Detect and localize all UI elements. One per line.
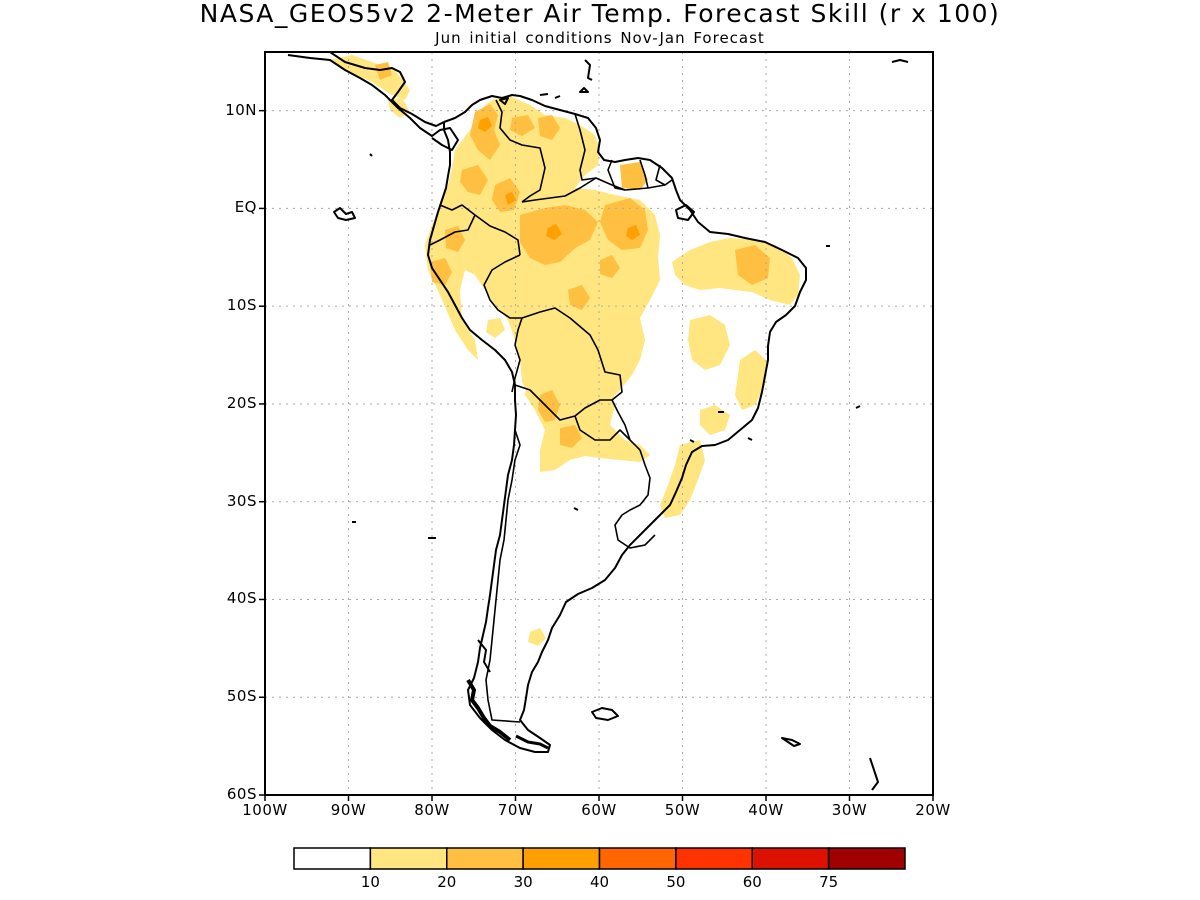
- colorbar-label: 75: [819, 873, 839, 891]
- lon-tick-label: 80W: [414, 801, 450, 819]
- colorbar-label: 30: [513, 873, 533, 891]
- colorbar-swatch: [293, 847, 372, 870]
- lon-tick-label: 100W: [242, 801, 288, 819]
- colorbar-swatch: [598, 847, 677, 870]
- lat-tick-label: 50S: [226, 687, 257, 706]
- lat-tick-label: 20S: [226, 393, 257, 412]
- lat-tick-label: 10N: [225, 100, 257, 119]
- colorbar-label: 60: [742, 873, 762, 891]
- colorbar-label: 20: [437, 873, 457, 891]
- lat-tick-label: EQ: [234, 198, 257, 217]
- lat-tick-label: 30S: [226, 491, 257, 510]
- colorbar-label: 50: [666, 873, 686, 891]
- country-borders: [429, 99, 673, 723]
- lon-tick-label: 40W: [748, 801, 784, 819]
- lat-tick-label: 40S: [226, 589, 257, 608]
- map-subtitle: Jun initial conditions Nov-Jan Forecast: [435, 29, 765, 47]
- skill-shading-30-40: [478, 117, 640, 240]
- map-title: NASA_GEOS5v2 2-Meter Air Temp. Forecast …: [199, 0, 1001, 28]
- colorbar-label: 40: [589, 873, 610, 891]
- colorbar-swatch: [675, 847, 753, 870]
- coastline: [287, 52, 909, 791]
- lat-tick-label: 10S: [226, 296, 257, 315]
- lon-tick-label: 60W: [581, 801, 617, 819]
- lon-tick-label: 20W: [915, 801, 951, 819]
- lon-tick-label: 30W: [831, 801, 868, 819]
- lon-tick-label: 70W: [497, 801, 534, 819]
- colorbar-swatch: [522, 847, 601, 870]
- colorbar-label: 10: [360, 873, 380, 891]
- lon-tick-label: 90W: [330, 801, 367, 819]
- colorbar-swatch: [369, 847, 448, 870]
- colorbar-swatch: [827, 847, 906, 870]
- axis-ticks: [259, 109, 934, 801]
- lat-tick-label: 60S: [226, 785, 257, 803]
- skill-shading-10-20: [330, 55, 800, 646]
- colorbar: [293, 847, 906, 870]
- lon-tick-label: 50W: [664, 801, 701, 819]
- colorbar-swatch: [446, 847, 524, 870]
- colorbar-swatch: [751, 847, 830, 870]
- map-gridlines: [265, 52, 933, 795]
